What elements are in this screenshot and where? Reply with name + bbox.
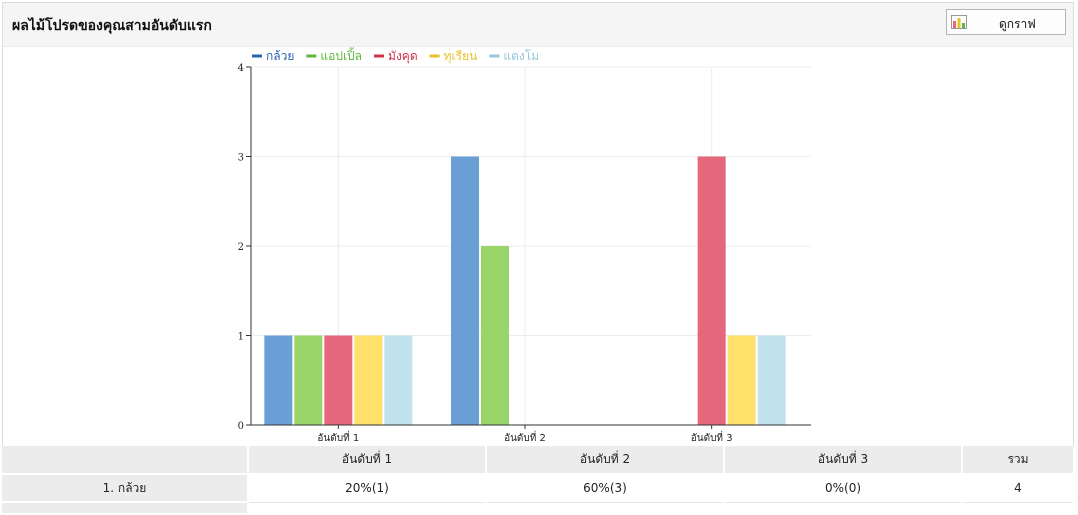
x-tick-label: อันดับที่ 2 bbox=[504, 430, 546, 444]
y-tick-label: 3 bbox=[238, 153, 244, 164]
table-row: 1. กล้วย 20%(1) 60%(3) 0%(0) 4 bbox=[2, 474, 1075, 503]
panel-header: ผลไม้โปรดของคุณสามอันดับแรก ดูกราฟ bbox=[3, 3, 1073, 47]
y-tick-label: 2 bbox=[238, 242, 244, 253]
table-cell: 60%(3) bbox=[486, 474, 725, 503]
table-row-label: 1. กล้วย bbox=[2, 474, 249, 503]
legend-label: แตงโม bbox=[503, 49, 539, 63]
legend-label: กล้วย bbox=[266, 49, 294, 63]
y-tick-label: 1 bbox=[238, 332, 244, 343]
table-header-cell: รวม bbox=[962, 446, 1075, 475]
table-header-cell: อันดับที่ 2 bbox=[486, 446, 725, 475]
bar-5-1 bbox=[384, 335, 413, 425]
results-table: อันดับที่ 1 อันดับที่ 2 อันดับที่ 3 รวม … bbox=[2, 446, 1075, 515]
table-header-cell: อันดับที่ 3 bbox=[724, 446, 963, 475]
bar-1-1 bbox=[264, 335, 293, 425]
bar-5-3 bbox=[757, 335, 786, 425]
panel-title: ผลไม้โปรดของคุณสามอันดับแรก bbox=[12, 18, 212, 34]
legend-label: มังคุด bbox=[388, 49, 418, 64]
table-header-row: อันดับที่ 1 อันดับที่ 2 อันดับที่ 3 รวม bbox=[2, 446, 1075, 475]
x-tick-label: อันดับที่ 3 bbox=[691, 430, 733, 444]
bar-4-3 bbox=[727, 335, 756, 425]
x-tick-label: อันดับที่ 1 bbox=[317, 430, 359, 444]
bar-chart-icon bbox=[951, 15, 967, 29]
table-cell: 4 bbox=[962, 474, 1075, 503]
table-header-empty bbox=[2, 446, 249, 475]
bar-4-1 bbox=[354, 335, 383, 425]
bar-2-1 bbox=[294, 335, 323, 425]
bar-chart: 0 1 2 3 4 อันดับที่ 1 อันดับที่ 2 อันดับที่ 3 กล… bbox=[238, 47, 811, 444]
bar-1-2 bbox=[451, 156, 479, 425]
view-chart-button[interactable]: ดูกราฟ bbox=[946, 9, 1066, 35]
bar-3-3 bbox=[697, 156, 726, 425]
bar-2-2 bbox=[481, 246, 509, 425]
table-row-label bbox=[2, 502, 249, 515]
table-header-cell: อันดับที่ 1 bbox=[248, 446, 487, 475]
table-cell: 20%(1) bbox=[248, 474, 487, 503]
legend-label: ทุเรียน bbox=[444, 49, 478, 64]
view-chart-label: ดูกราฟ bbox=[999, 17, 1036, 31]
legend-label: แอปเปิ้ล bbox=[320, 47, 362, 63]
y-tick-label: 4 bbox=[238, 63, 244, 74]
table-cell: 0%(0) bbox=[724, 474, 963, 503]
bar-3-1 bbox=[324, 335, 353, 425]
y-tick-label: 0 bbox=[238, 421, 244, 432]
table-row bbox=[2, 502, 1075, 515]
